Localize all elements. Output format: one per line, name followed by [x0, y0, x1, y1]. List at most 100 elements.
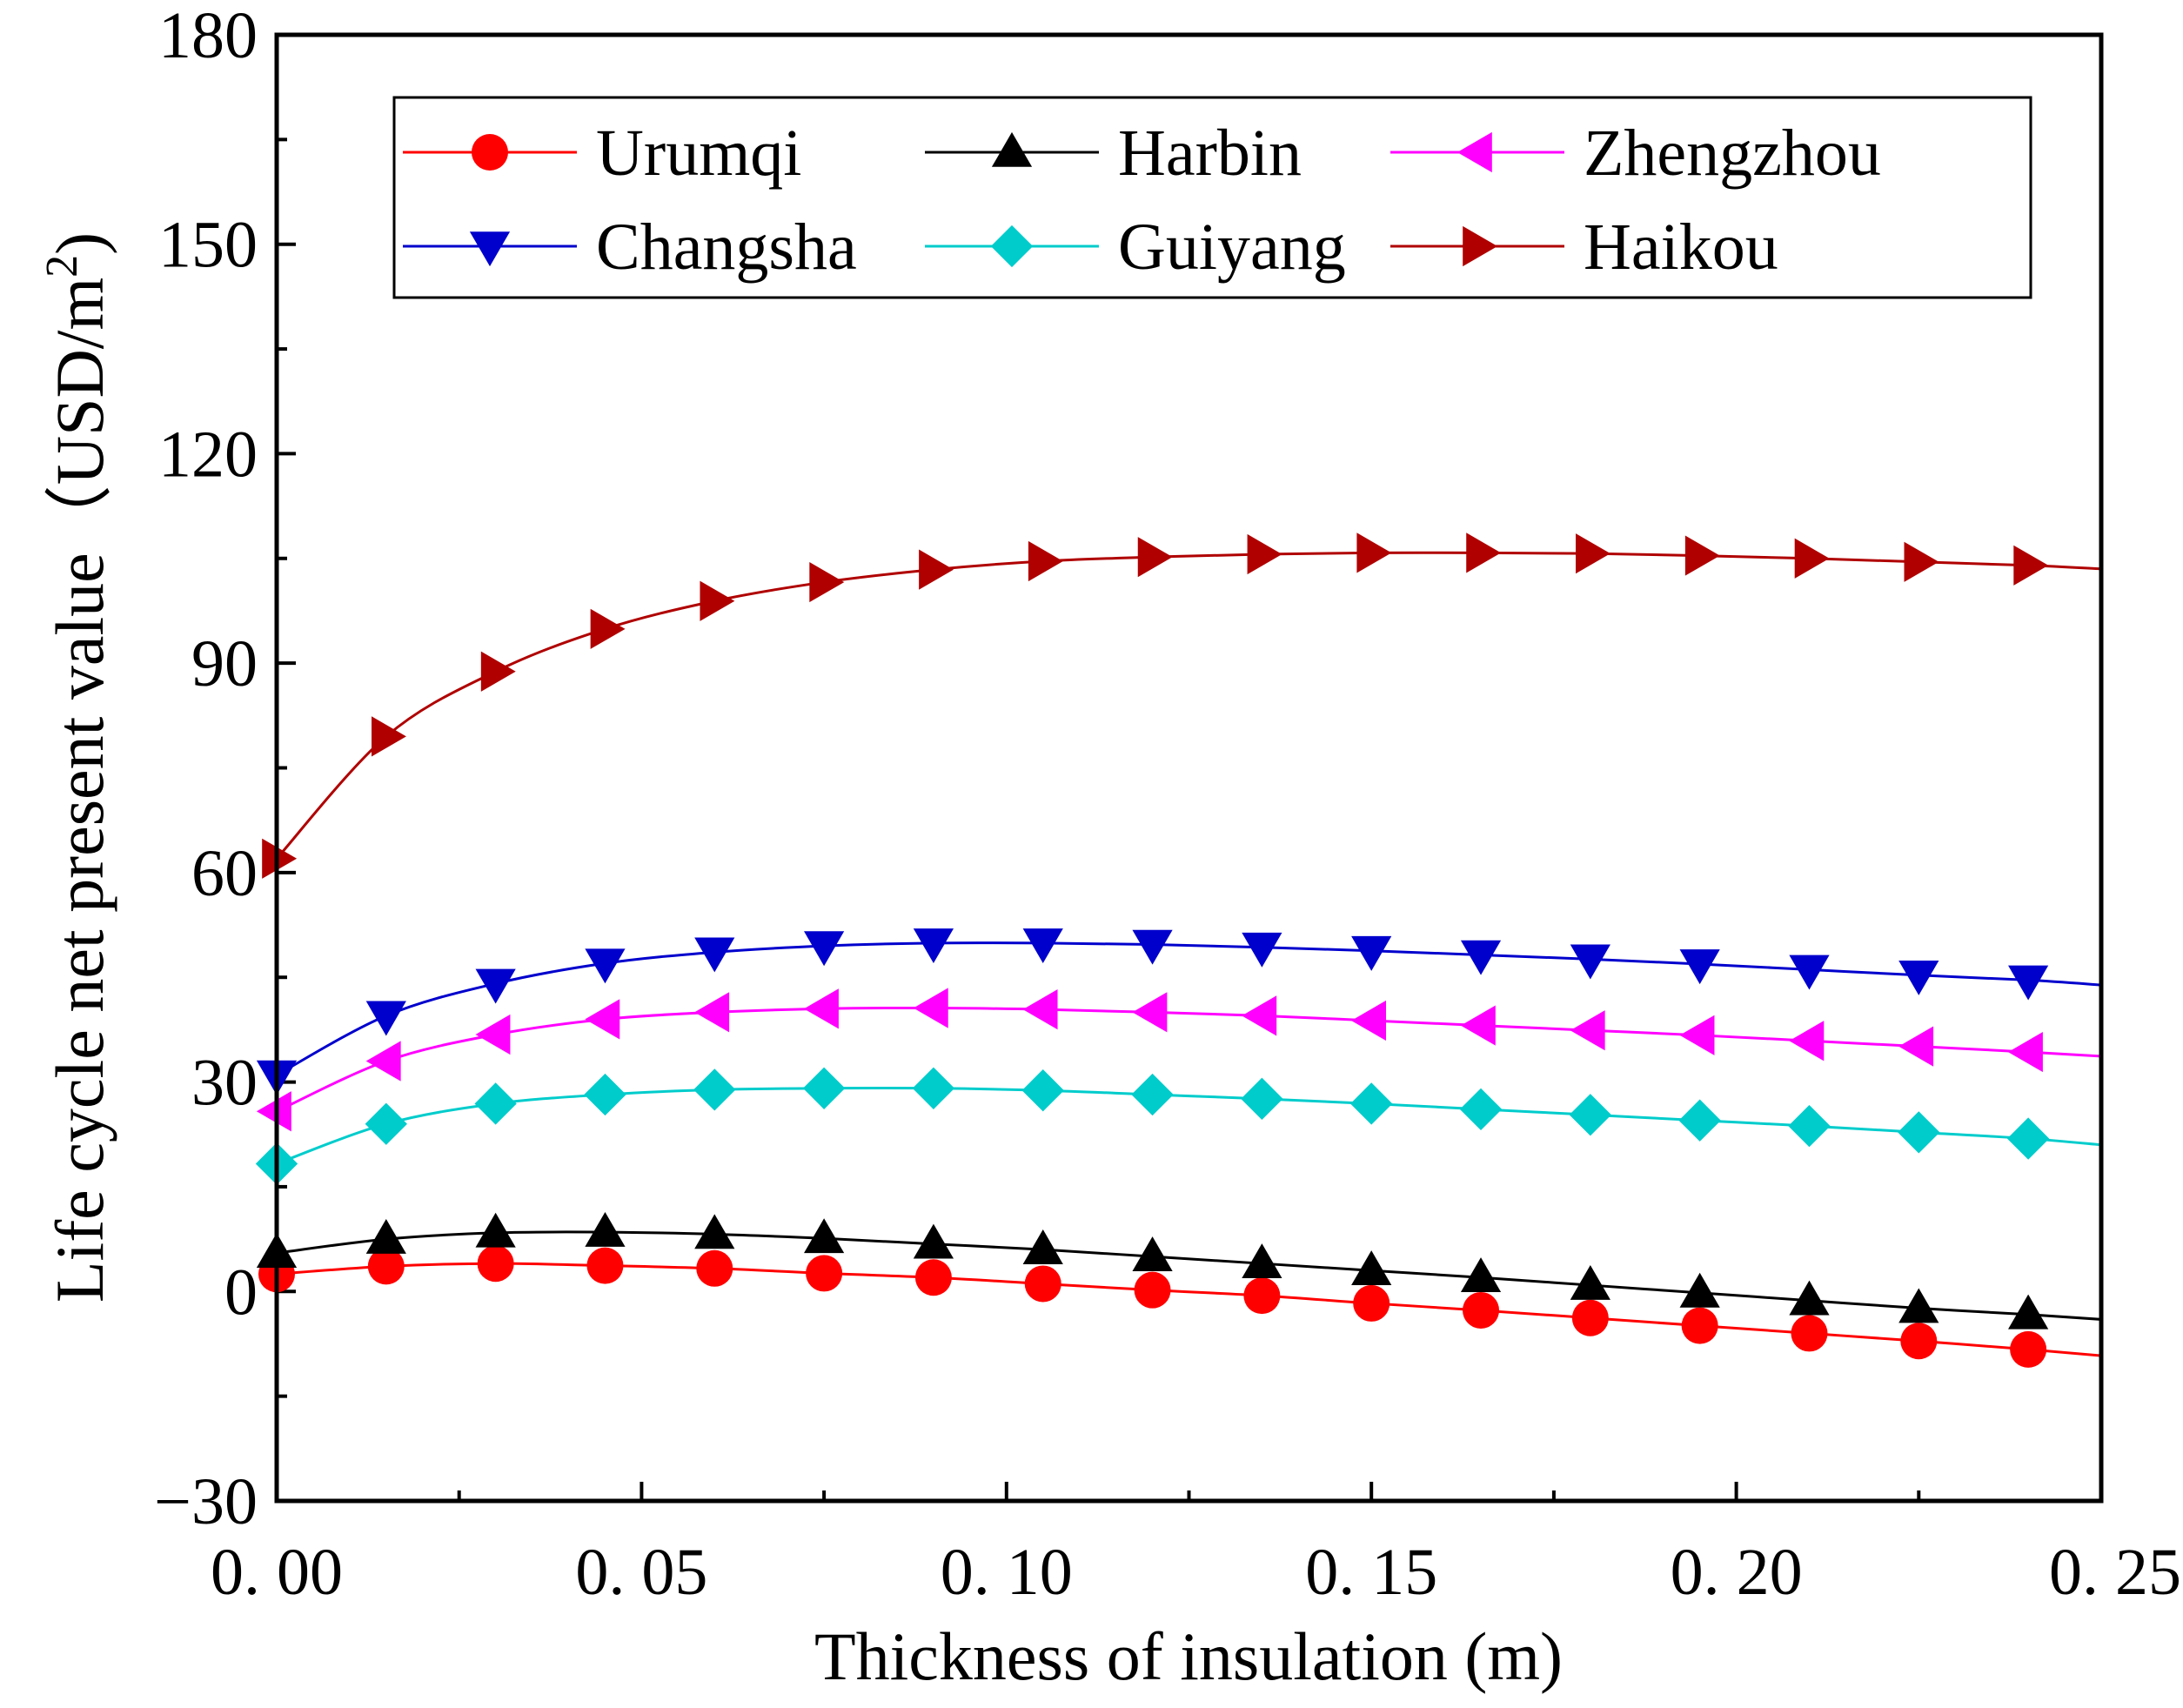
y-tick-label: 0	[224, 1256, 258, 1329]
legend-item-zhengzhou: Zhengzhou	[1390, 117, 1881, 190]
data-point	[1351, 935, 1392, 971]
y-tick-label: 120	[158, 418, 258, 491]
y-axis-label: Life cycle net present value（USD/m2)	[37, 232, 117, 1303]
legend-label: Changsha	[596, 211, 857, 284]
data-point	[1356, 532, 1392, 573]
data-point	[1022, 1229, 1063, 1264]
data-point	[475, 1212, 516, 1248]
data-point	[365, 1102, 407, 1145]
legend-marker	[991, 131, 1033, 167]
plot-frame	[274, 32, 2104, 1504]
data-point	[1576, 533, 1610, 574]
data-point	[913, 988, 948, 1028]
data-point	[804, 988, 839, 1029]
data-point	[586, 1247, 624, 1284]
data-point	[694, 992, 730, 1033]
data-point	[1022, 928, 1063, 963]
data-point	[1247, 533, 1282, 575]
data-point	[365, 1041, 401, 1082]
data-point	[477, 1245, 514, 1283]
data-point	[1132, 992, 1168, 1033]
data-point	[804, 1218, 845, 1254]
data-point	[2008, 965, 2049, 1001]
series-layer	[255, 532, 2102, 1368]
series-urumqi	[258, 1245, 2102, 1368]
y-axis-unit-sup: 2	[37, 255, 87, 278]
series-zhengzhou	[256, 988, 2102, 1132]
x-tick-label: 0. 20	[1671, 1536, 1803, 1609]
data-point	[1900, 1323, 1938, 1360]
data-point	[1242, 932, 1282, 968]
series-changsha	[256, 928, 2102, 1095]
data-point	[585, 999, 620, 1040]
tick-labels: −30 0 30 60 90 120 150 180 0. 00 0. 05 0. 10 0. 15 0…	[154, 0, 2181, 1609]
data-point	[802, 1067, 846, 1109]
data-point	[585, 1211, 626, 1247]
legend-marker	[990, 224, 1034, 268]
data-point	[365, 1219, 406, 1254]
data-point	[584, 1073, 626, 1116]
data-point	[1132, 1236, 1173, 1271]
data-point	[1463, 1291, 1500, 1329]
legend: Urumqi Harbin Zhengzhou Changsha Guiyang Haik…	[392, 96, 2032, 299]
legend-label: Haikou	[1584, 211, 1778, 284]
series-guiyang	[255, 1067, 2102, 1185]
data-point	[914, 1259, 952, 1296]
y-axis-unit-prefix: （USD/m	[42, 278, 117, 553]
legend-label: Zhengzhou	[1584, 117, 1881, 190]
data-point	[1353, 1284, 1390, 1322]
data-point	[1466, 532, 1502, 573]
data-point	[1679, 1272, 1720, 1308]
legend-box	[392, 96, 2032, 299]
data-point	[1459, 1088, 1503, 1131]
data-point	[1351, 1000, 1386, 1042]
data-point	[1789, 954, 1830, 990]
data-point	[1679, 949, 1720, 985]
series-harbin	[256, 1211, 2102, 1330]
y-axis-unit-suffix: )	[42, 232, 117, 255]
legend-marker	[469, 231, 511, 267]
data-point	[913, 1223, 954, 1259]
data-point	[1898, 1026, 1934, 1067]
legend-marker	[472, 134, 508, 171]
y-axis-label-text: Life cycle net present value	[42, 553, 117, 1303]
data-point	[367, 1248, 405, 1285]
data-point	[1134, 1271, 1171, 1309]
series-line	[275, 551, 2102, 860]
data-point	[475, 1014, 511, 1055]
data-point	[804, 931, 845, 967]
data-point	[480, 651, 516, 692]
data-point	[1791, 1315, 1828, 1352]
data-point	[365, 1001, 406, 1036]
legend-item-urumqi: Urumqi	[403, 117, 801, 190]
data-point	[1241, 1077, 1283, 1120]
data-point	[693, 1068, 736, 1111]
data-point	[1460, 1257, 1502, 1293]
data-point	[1137, 537, 1173, 578]
y-tick-label: 30	[191, 1047, 258, 1120]
legend-marker	[1463, 225, 1498, 267]
data-point	[1350, 1082, 1393, 1125]
x-tick-label: 0. 00	[211, 1536, 343, 1609]
data-point	[694, 937, 735, 973]
data-point	[1242, 995, 1277, 1036]
data-point	[1571, 1299, 1609, 1336]
data-point	[809, 561, 845, 603]
data-point	[475, 968, 516, 1004]
legend-marker	[1456, 131, 1492, 173]
data-point	[913, 928, 954, 963]
data-point	[696, 1249, 733, 1287]
y-tick-label: 180	[158, 0, 258, 72]
data-point	[1681, 1307, 1718, 1344]
y-tick-label: 60	[191, 837, 258, 910]
data-point	[474, 1082, 517, 1125]
series-line	[276, 1230, 2102, 1321]
data-point	[1460, 940, 1502, 975]
legend-item-haikou: Haikou	[1390, 211, 1778, 284]
data-point	[1022, 989, 1058, 1030]
x-tick-label: 0. 15	[1305, 1536, 1437, 1609]
legend-label: Harbin	[1118, 117, 1302, 190]
data-point	[256, 1091, 291, 1132]
data-point	[1570, 1010, 1605, 1051]
data-point	[1570, 1264, 1610, 1300]
